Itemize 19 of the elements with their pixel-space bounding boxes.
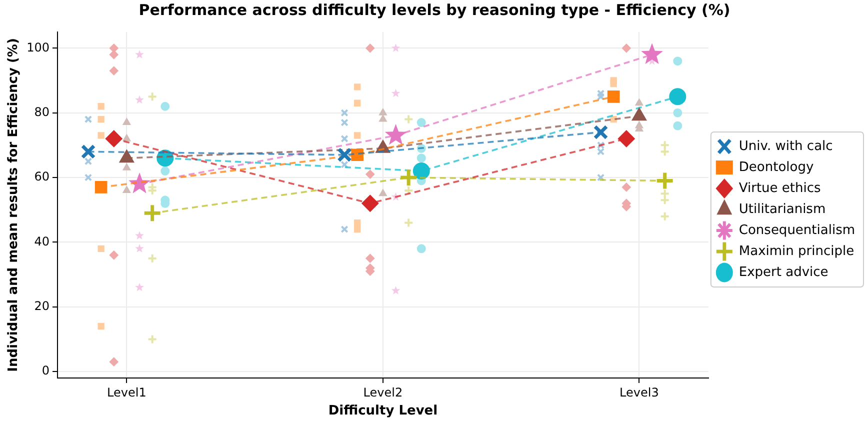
- y-tick-label: 20: [34, 298, 50, 313]
- x-axis-title: Difficulty Level: [328, 404, 438, 419]
- y-tick-label: 60: [34, 170, 50, 184]
- legend-label: Deontology: [738, 160, 814, 175]
- y-tick-label: 40: [34, 234, 50, 248]
- y-tick-label: 100: [26, 40, 50, 54]
- legend-label: Utilitarianism: [738, 202, 826, 217]
- x-tick-label: Level2: [363, 385, 403, 400]
- legend-label: Expert advice: [738, 264, 828, 280]
- x-tick-label: Level3: [620, 385, 659, 400]
- legend-label: Maximin principle: [738, 244, 854, 259]
- legend-label: Univ. with calc: [738, 138, 833, 154]
- y-tick-label: 0: [42, 364, 50, 378]
- y-axis-title: Individual and mean results for Efficiency (%): [6, 38, 22, 372]
- y-tick-label: 80: [34, 104, 50, 119]
- chart-title: Performance across difficulty levels by reasoning type - Efficiency (%): [138, 0, 730, 19]
- x-tick-label: Level1: [107, 385, 146, 400]
- legend-label: Consequentialism: [738, 222, 856, 238]
- legend-label: Virtue ethics: [738, 180, 822, 196]
